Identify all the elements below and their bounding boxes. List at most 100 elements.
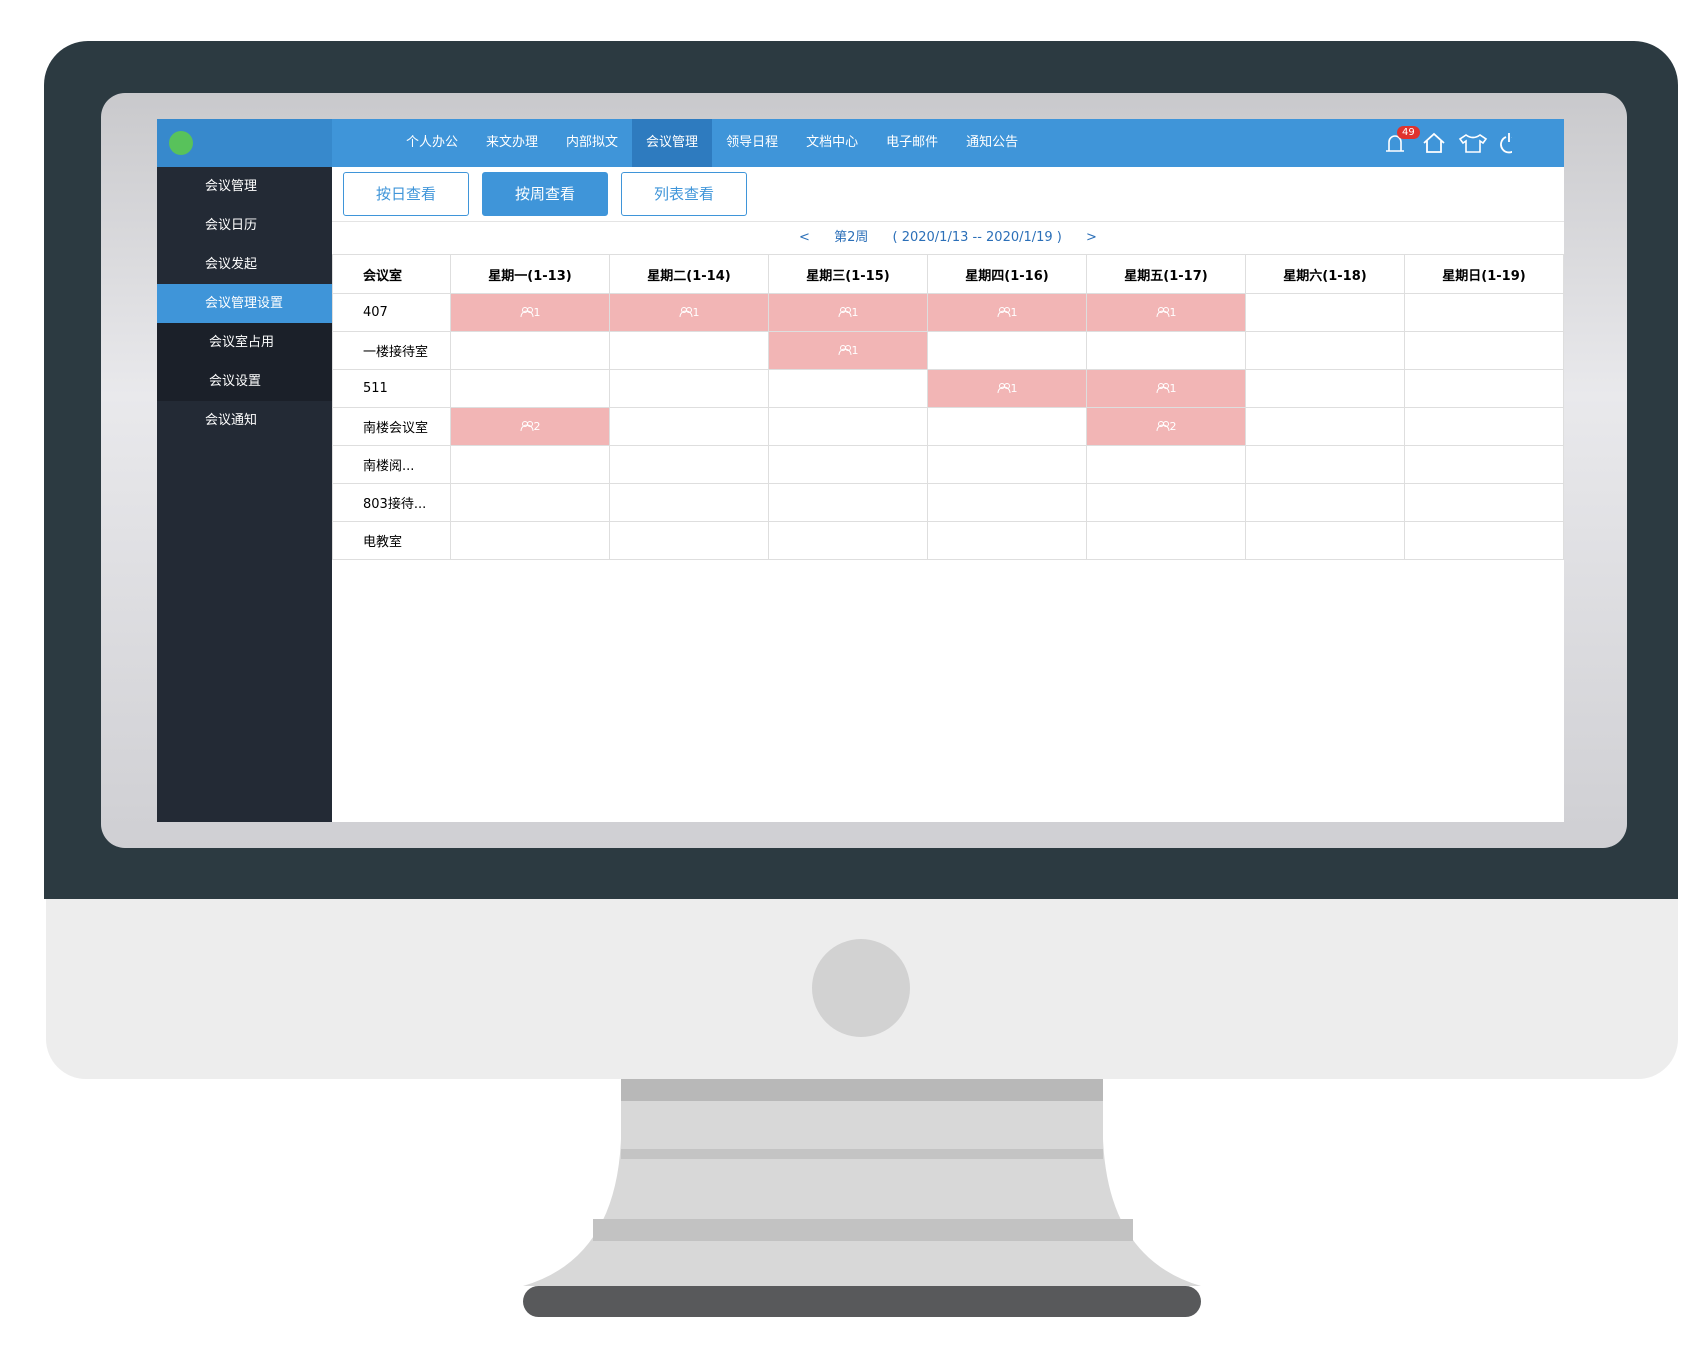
booking-count: 1: [692, 306, 700, 319]
sidebar-item[interactable]: 会议通知: [205, 413, 258, 428]
empty-cell: [1404, 293, 1564, 332]
sidebar-item[interactable]: 会议设置: [157, 362, 332, 401]
empty-cell: [1404, 369, 1564, 408]
empty-cell: [1404, 407, 1564, 446]
table-row: 511 1 1: [332, 369, 1564, 408]
empty-cell: [450, 369, 610, 408]
empty-cell: [927, 445, 1087, 484]
empty-cell: [1245, 407, 1405, 446]
nav-item[interactable]: 领导日程: [726, 135, 779, 150]
booking-count: 1: [1010, 382, 1018, 395]
empty-cell: [450, 521, 610, 560]
people-icon: [679, 307, 692, 318]
prev-week[interactable]: <: [799, 230, 810, 245]
monitor-base: [523, 1286, 1201, 1317]
booking-cell[interactable]: 2: [450, 407, 610, 446]
booking-count: 1: [1169, 306, 1177, 319]
empty-cell: [1245, 293, 1405, 332]
booking-cell[interactable]: 1: [927, 369, 1087, 408]
week-label: 第2周: [834, 230, 869, 245]
empty-cell: [927, 521, 1087, 560]
view-button[interactable]: 列表查看: [621, 172, 747, 216]
nav-item[interactable]: 会议管理: [632, 119, 713, 167]
booking-cell[interactable]: 1: [609, 293, 769, 332]
booking-cell[interactable]: 1: [1086, 369, 1246, 408]
sidebar-item[interactable]: 会议室占用: [157, 323, 332, 362]
empty-cell: [450, 483, 610, 522]
people-icon: [838, 345, 851, 356]
people-icon: [1156, 383, 1169, 394]
people-icon: [520, 421, 533, 432]
nav-item[interactable]: 文档中心: [806, 135, 859, 150]
empty-cell: [450, 445, 610, 484]
empty-cell: [609, 331, 769, 370]
app-screen: 个人办公 来文办理 内部拟文 会议管理 领导日程 文档中心 电子邮件 通知公告 49 会议管理…: [157, 119, 1564, 822]
nav-item[interactable]: 电子邮件: [886, 135, 939, 150]
empty-cell: [609, 521, 769, 560]
sidebar-item[interactable]: 会议管理: [205, 179, 258, 194]
header-cell: 星期四(1-16): [927, 254, 1087, 294]
table-row: 一楼接待室 1: [332, 331, 1564, 370]
empty-cell: [1086, 483, 1246, 522]
nav-item[interactable]: 个人办公: [406, 135, 459, 150]
empty-cell: [609, 369, 769, 408]
empty-cell: [1404, 521, 1564, 560]
empty-cell: [1404, 483, 1564, 522]
notification-badge: 49: [1397, 126, 1420, 139]
empty-cell: [1404, 445, 1564, 484]
booking-cell[interactable]: 1: [1086, 293, 1246, 332]
logo: [157, 119, 332, 167]
empty-cell: [1086, 331, 1246, 370]
sidebar-item[interactable]: 会议日历: [205, 218, 258, 233]
room-name: 511: [332, 369, 451, 408]
schedule-table: 会议室 星期一(1-13) 星期二(1-14) 星期三(1-15) 星期四(1-16) 星…: [332, 254, 1564, 560]
table-row: 407 1 1 1 1 1: [332, 293, 1564, 332]
booking-cell[interactable]: 1: [927, 293, 1087, 332]
booking-count: 2: [533, 420, 541, 433]
empty-cell: [1086, 445, 1246, 484]
booking-cell[interactable]: 1: [768, 331, 928, 370]
empty-cell: [1245, 445, 1405, 484]
empty-cell: [609, 445, 769, 484]
empty-cell: [450, 331, 610, 370]
booking-count: 1: [1010, 306, 1018, 319]
nav-item[interactable]: 来文办理: [486, 135, 539, 150]
header-cell: 星期日(1-19): [1404, 254, 1564, 294]
people-icon: [997, 383, 1010, 394]
header-cell: 星期一(1-13): [450, 254, 610, 294]
empty-cell: [768, 445, 928, 484]
booking-count: 1: [1169, 382, 1177, 395]
view-button[interactable]: 按周查看: [482, 172, 608, 216]
sidebar-item[interactable]: 会议管理设置: [157, 284, 332, 323]
nav-item[interactable]: 内部拟文: [566, 135, 619, 150]
empty-cell: [1245, 483, 1405, 522]
sidebar-item[interactable]: 会议发起: [205, 257, 258, 272]
view-button[interactable]: 按日查看: [343, 172, 469, 216]
people-icon: [520, 307, 533, 318]
empty-cell: [1245, 331, 1405, 370]
next-week[interactable]: >: [1086, 230, 1097, 245]
booking-cell[interactable]: 1: [450, 293, 610, 332]
booking-cell[interactable]: 2: [1086, 407, 1246, 446]
table-row: 803接待...: [332, 483, 1564, 522]
empty-cell: [927, 407, 1087, 446]
view-buttons: 按日查看 按周查看 列表查看: [332, 167, 1564, 221]
table-row: 电教室: [332, 521, 1564, 560]
table-row: 南楼会议室 2 2: [332, 407, 1564, 446]
table-row: 南楼阅...: [332, 445, 1564, 484]
room-name: 电教室: [332, 521, 451, 560]
header-cell: 星期三(1-15): [768, 254, 928, 294]
empty-cell: [927, 483, 1087, 522]
booking-count: 1: [533, 306, 541, 319]
week-range: ( 2020/1/13 -- 2020/1/19 ): [892, 230, 1062, 245]
booking-count: 1: [851, 344, 859, 357]
nav-item[interactable]: 通知公告: [966, 135, 1019, 150]
empty-cell: [927, 331, 1087, 370]
top-bar: 个人办公 来文办理 内部拟文 会议管理 领导日程 文档中心 电子邮件 通知公告 49: [157, 119, 1564, 167]
monitor-stand: [523, 1079, 1201, 1286]
header-row: 会议室 星期一(1-13) 星期二(1-14) 星期三(1-15) 星期四(1-16) 星…: [332, 254, 1564, 294]
booking-count: 2: [1169, 420, 1177, 433]
booking-cell[interactable]: 1: [768, 293, 928, 332]
room-name: 407: [332, 293, 451, 332]
